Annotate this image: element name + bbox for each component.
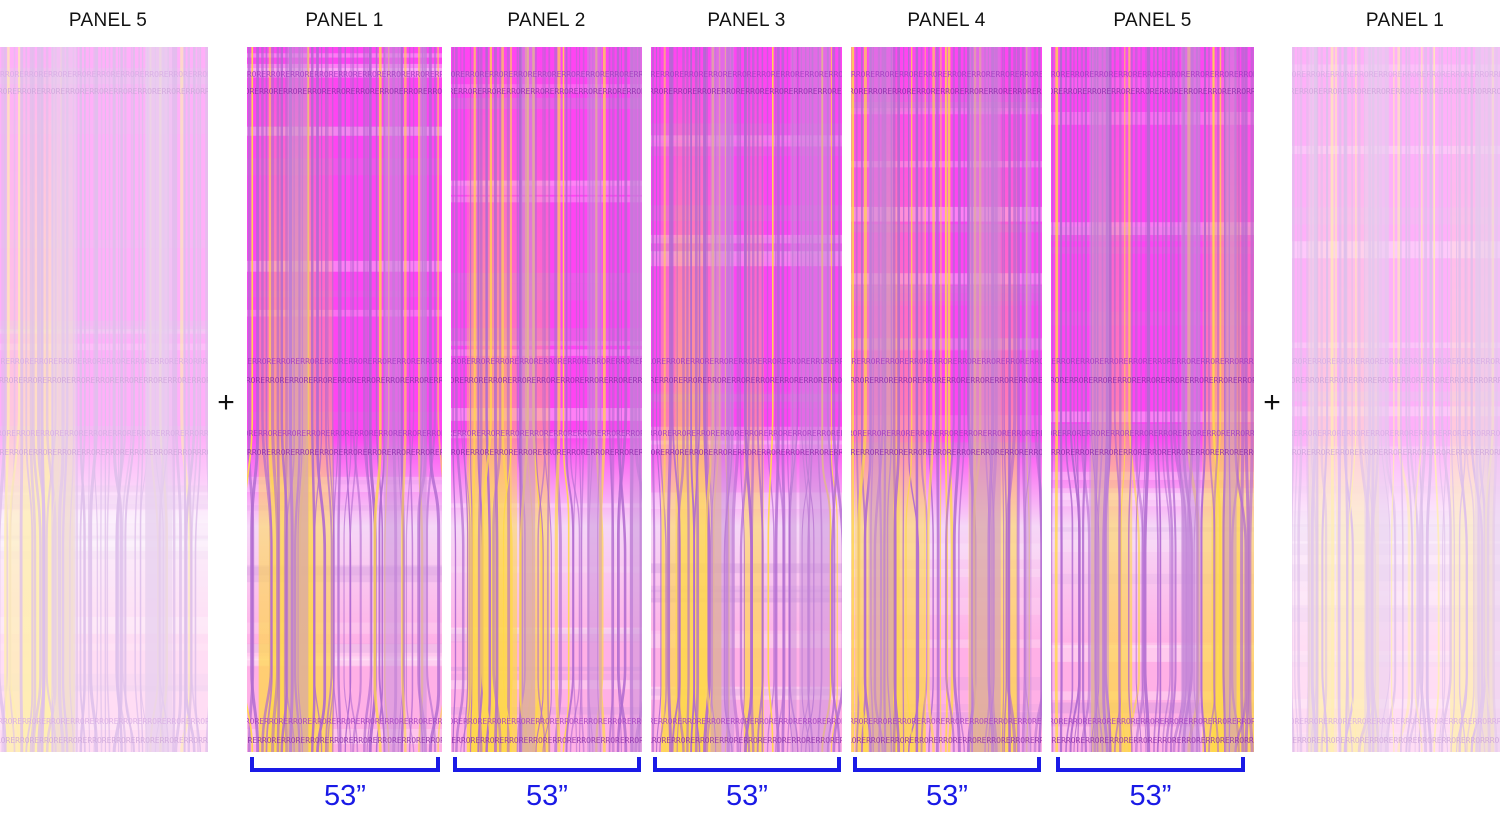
svg-text:RRORERRORERRORERRORERRORERRORE: RRORERRORERRORERRORERRORERRORERRORERRORE… bbox=[0, 376, 208, 385]
svg-text:RRORERRORERRORERRORERRORERRORE: RRORERRORERRORERRORERRORERRORERRORERRORE… bbox=[451, 87, 642, 96]
wallpaper-panel: RRORERRORERRORERRORERRORERRORERRORERRORE… bbox=[247, 47, 442, 752]
panel-label: PANEL 5 bbox=[1113, 10, 1192, 31]
width-label: 53” bbox=[726, 780, 768, 812]
width-bracket bbox=[453, 757, 641, 772]
width-bracket bbox=[853, 757, 1041, 772]
svg-text:RRORERRORERRORERRORERRORERRORE: RRORERRORERRORERRORERRORERRORERRORERRORE… bbox=[851, 736, 1042, 745]
plus-separator: + bbox=[1263, 386, 1281, 419]
svg-text:RRORERRORERRORERRORERRORERRORE: RRORERRORERRORERRORERRORERRORERRORERRORE… bbox=[0, 70, 208, 79]
svg-text:RRORERRORERRORERRORERRORERRORE: RRORERRORERRORERRORERRORERRORERRORERRORE… bbox=[247, 429, 442, 438]
svg-text:RRORERRORERRORERRORERRORERRORE: RRORERRORERRORERRORERRORERRORERRORERRORE… bbox=[1051, 70, 1254, 79]
wallpaper-panel: RRORERRORERRORERRORERRORERRORERRORERRORE… bbox=[1292, 47, 1500, 752]
svg-text:RRORERRORERRORERRORERRORERRORE: RRORERRORERRORERRORERRORERRORERRORERRORE… bbox=[1292, 429, 1500, 438]
svg-text:RRORERRORERRORERRORERRORERRORE: RRORERRORERRORERRORERRORERRORERRORERRORE… bbox=[451, 717, 642, 726]
width-bracket bbox=[653, 757, 841, 772]
svg-text:RRORERRORERRORERRORERRORERRORE: RRORERRORERRORERRORERRORERRORERRORERRORE… bbox=[1292, 87, 1500, 96]
svg-text:RRORERRORERRORERRORERRORERRORE: RRORERRORERRORERRORERRORERRORERRORERRORE… bbox=[0, 448, 208, 457]
svg-text:RRORERRORERRORERRORERRORERRORE: RRORERRORERRORERRORERRORERRORERRORERRORE… bbox=[451, 736, 642, 745]
svg-text:RRORERRORERRORERRORERRORERRORE: RRORERRORERRORERRORERRORERRORERRORERRORE… bbox=[1051, 448, 1254, 457]
svg-text:RRORERRORERRORERRORERRORERRORE: RRORERRORERRORERRORERRORERRORERRORERRORE… bbox=[851, 70, 1042, 79]
width-label: 53” bbox=[926, 780, 968, 812]
svg-text:RRORERRORERRORERRORERRORERRORE: RRORERRORERRORERRORERRORERRORERRORERRORE… bbox=[1292, 376, 1500, 385]
svg-text:RRORERRORERRORERRORERRORERRORE: RRORERRORERRORERRORERRORERRORERRORERRORE… bbox=[1051, 429, 1254, 438]
svg-text:RRORERRORERRORERRORERRORERRORE: RRORERRORERRORERRORERRORERRORERRORERRORE… bbox=[1051, 87, 1254, 96]
svg-text:RRORERRORERRORERRORERRORERRORE: RRORERRORERRORERRORERRORERRORERRORERRORE… bbox=[1292, 717, 1500, 726]
svg-text:RRORERRORERRORERRORERRORERRORE: RRORERRORERRORERRORERRORERRORERRORERRORE… bbox=[247, 736, 442, 745]
svg-text:RRORERRORERRORERRORERRORERRORE: RRORERRORERRORERRORERRORERRORERRORERRORE… bbox=[247, 87, 442, 96]
wallpaper-panel: RRORERRORERRORERRORERRORERRORERRORERRORE… bbox=[451, 47, 642, 752]
svg-text:RRORERRORERRORERRORERRORERRORE: RRORERRORERRORERRORERRORERRORERRORERRORE… bbox=[851, 87, 1042, 96]
panel-label: PANEL 3 bbox=[707, 10, 786, 31]
width-label: 53” bbox=[324, 780, 366, 812]
svg-text:RRORERRORERRORERRORERRORERRORE: RRORERRORERRORERRORERRORERRORERRORERRORE… bbox=[1051, 376, 1254, 385]
svg-text:RRORERRORERRORERRORERRORERRORE: RRORERRORERRORERRORERRORERRORERRORERRORE… bbox=[451, 376, 642, 385]
wallpaper-panel: RRORERRORERRORERRORERRORERRORERRORERRORE… bbox=[851, 47, 1042, 752]
svg-text:RRORERRORERRORERRORERRORERRORE: RRORERRORERRORERRORERRORERRORERRORERRORE… bbox=[247, 376, 442, 385]
svg-text:RRORERRORERRORERRORERRORERRORE: RRORERRORERRORERRORERRORERRORERRORERRORE… bbox=[651, 448, 842, 457]
svg-text:RRORERRORERRORERRORERRORERRORE: RRORERRORERRORERRORERRORERRORERRORERRORE… bbox=[0, 717, 208, 726]
svg-text:RRORERRORERRORERRORERRORERRORE: RRORERRORERRORERRORERRORERRORERRORERRORE… bbox=[247, 717, 442, 726]
svg-text:RRORERRORERRORERRORERRORERRORE: RRORERRORERRORERRORERRORERRORERRORERRORE… bbox=[651, 87, 842, 96]
svg-text:RRORERRORERRORERRORERRORERRORE: RRORERRORERRORERRORERRORERRORERRORERRORE… bbox=[651, 376, 842, 385]
panel-label: PANEL 1 bbox=[305, 10, 384, 31]
svg-text:RRORERRORERRORERRORERRORERRORE: RRORERRORERRORERRORERRORERRORERRORERRORE… bbox=[247, 448, 442, 457]
svg-text:RRORERRORERRORERRORERRORERRORE: RRORERRORERRORERRORERRORERRORERRORERRORE… bbox=[247, 70, 442, 79]
svg-text:RRORERRORERRORERRORERRORERRORE: RRORERRORERRORERRORERRORERRORERRORERRORE… bbox=[851, 717, 1042, 726]
svg-text:RRORERRORERRORERRORERRORERRORE: RRORERRORERRORERRORERRORERRORERRORERRORE… bbox=[451, 429, 642, 438]
svg-text:RRORERRORERRORERRORERRORERRORE: RRORERRORERRORERRORERRORERRORERRORERRORE… bbox=[1051, 357, 1254, 366]
svg-text:RRORERRORERRORERRORERRORERRORE: RRORERRORERRORERRORERRORERRORERRORERRORE… bbox=[1051, 717, 1254, 726]
svg-text:RRORERRORERRORERRORERRORERRORE: RRORERRORERRORERRORERRORERRORERRORERRORE… bbox=[651, 357, 842, 366]
wallpaper-panel: RRORERRORERRORERRORERRORERRORERRORERRORE… bbox=[1051, 47, 1254, 752]
panel-label: PANEL 5 bbox=[68, 10, 148, 31]
svg-text:RRORERRORERRORERRORERRORERRORE: RRORERRORERRORERRORERRORERRORERRORERRORE… bbox=[651, 736, 842, 745]
svg-text:RRORERRORERRORERRORERRORERRORE: RRORERRORERRORERRORERRORERRORERRORERRORE… bbox=[1292, 736, 1500, 745]
svg-text:RRORERRORERRORERRORERRORERRORE: RRORERRORERRORERRORERRORERRORERRORERRORE… bbox=[451, 357, 642, 366]
svg-text:RRORERRORERRORERRORERRORERRORE: RRORERRORERRORERRORERRORERRORERRORERRORE… bbox=[851, 357, 1042, 366]
svg-text:RRORERRORERRORERRORERRORERRORE: RRORERRORERRORERRORERRORERRORERRORERRORE… bbox=[0, 736, 208, 745]
panel-label: PANEL 4 bbox=[907, 10, 986, 31]
svg-text:RRORERRORERRORERRORERRORERRORE: RRORERRORERRORERRORERRORERRORERRORERRORE… bbox=[651, 429, 842, 438]
width-bracket bbox=[1056, 757, 1245, 772]
panel-label: PANEL 2 bbox=[507, 10, 586, 31]
width-bracket bbox=[250, 757, 440, 772]
svg-text:RRORERRORERRORERRORERRORERRORE: RRORERRORERRORERRORERRORERRORERRORERRORE… bbox=[1292, 357, 1500, 366]
svg-text:RRORERRORERRORERRORERRORERRORE: RRORERRORERRORERRORERRORERRORERRORERRORE… bbox=[0, 429, 208, 438]
svg-text:RRORERRORERRORERRORERRORERRORE: RRORERRORERRORERRORERRORERRORERRORERRORE… bbox=[247, 357, 442, 366]
panel-label: PANEL 1 bbox=[1365, 10, 1445, 31]
svg-text:RRORERRORERRORERRORERRORERRORE: RRORERRORERRORERRORERRORERRORERRORERRORE… bbox=[851, 448, 1042, 457]
svg-text:RRORERRORERRORERRORERRORERRORE: RRORERRORERRORERRORERRORERRORERRORERRORE… bbox=[451, 448, 642, 457]
svg-text:RRORERRORERRORERRORERRORERRORE: RRORERRORERRORERRORERRORERRORERRORERRORE… bbox=[651, 717, 842, 726]
width-label: 53” bbox=[526, 780, 568, 812]
svg-text:RRORERRORERRORERRORERRORERRORE: RRORERRORERRORERRORERRORERRORERRORERRORE… bbox=[1292, 70, 1500, 79]
svg-text:RRORERRORERRORERRORERRORERRORE: RRORERRORERRORERRORERRORERRORERRORERRORE… bbox=[651, 70, 842, 79]
svg-text:RRORERRORERRORERRORERRORERRORE: RRORERRORERRORERRORERRORERRORERRORERRORE… bbox=[851, 376, 1042, 385]
wallpaper-panel: RRORERRORERRORERRORERRORERRORERRORERRORE… bbox=[651, 47, 842, 752]
wallpaper-panel: RRORERRORERRORERRORERRORERRORERRORERRORE… bbox=[0, 47, 208, 752]
width-label: 53” bbox=[1129, 780, 1172, 812]
svg-text:RRORERRORERRORERRORERRORERRORE: RRORERRORERRORERRORERRORERRORERRORERRORE… bbox=[1051, 736, 1254, 745]
svg-text:RRORERRORERRORERRORERRORERRORE: RRORERRORERRORERRORERRORERRORERRORERRORE… bbox=[1292, 448, 1500, 457]
svg-text:RRORERRORERRORERRORERRORERRORE: RRORERRORERRORERRORERRORERRORERRORERRORE… bbox=[851, 429, 1042, 438]
svg-text:RRORERRORERRORERRORERRORERRORE: RRORERRORERRORERRORERRORERRORERRORERRORE… bbox=[0, 87, 208, 96]
svg-text:RRORERRORERRORERRORERRORERRORE: RRORERRORERRORERRORERRORERRORERRORERRORE… bbox=[451, 70, 642, 79]
plus-separator: + bbox=[217, 386, 235, 419]
svg-text:RRORERRORERRORERRORERRORERRORE: RRORERRORERRORERRORERRORERRORERRORERRORE… bbox=[0, 357, 208, 366]
